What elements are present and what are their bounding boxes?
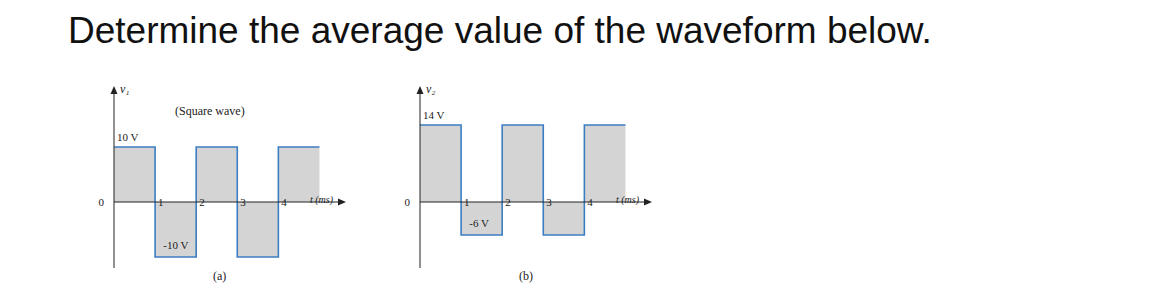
html-text:t (ms): t (ms) (310, 194, 334, 205)
html-text:(a): (a) (213, 269, 227, 283)
svg-text:0: 0 (99, 196, 105, 208)
html-text:t (ms): t (ms) (616, 194, 640, 205)
svg-text:-6 V: -6 V (469, 217, 489, 229)
svg-text:4: 4 (587, 196, 593, 208)
html-text:Determine the average value of: Determine the average value of the wavef… (68, 10, 932, 51)
html-text:v₂: v₂ (426, 82, 436, 96)
svg-text:2: 2 (505, 196, 511, 208)
svg-text:1: 1 (158, 196, 164, 208)
svg-text:0: 0 (405, 196, 411, 208)
svg-text:3: 3 (240, 196, 246, 208)
svg-text:2: 2 (199, 196, 205, 208)
html-text:(b): (b) (519, 269, 533, 283)
svg-text:-10 V: -10 V (163, 239, 188, 251)
html-text:v₁: v₁ (120, 82, 130, 96)
svg-text:3: 3 (546, 196, 552, 208)
svg-text:14 V: 14 V (423, 109, 445, 121)
html-text:(Square wave): (Square wave) (175, 104, 245, 118)
svg-text:1: 1 (464, 196, 470, 208)
svg-text:4: 4 (281, 196, 287, 208)
svg-text:10 V: 10 V (117, 131, 139, 143)
